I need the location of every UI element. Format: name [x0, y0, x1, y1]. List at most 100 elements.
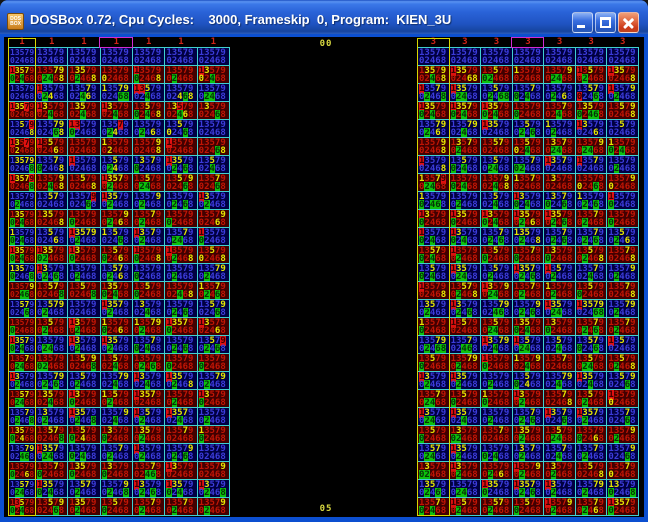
digit: 2 [424, 181, 430, 191]
digit: 0 [482, 163, 488, 173]
digit: 3 [424, 300, 430, 310]
digit: 8 [155, 397, 162, 407]
digit: 2 [74, 73, 81, 83]
digit: 2 [519, 343, 525, 353]
digit-line: 13579 [198, 192, 229, 202]
digit: 9 [598, 426, 604, 436]
digit-line: 13579 [198, 318, 229, 328]
cell: 13579 02468 [575, 246, 607, 263]
digit: 0 [513, 415, 520, 425]
title-bar[interactable]: DOS BOX DOSBox 0.72, Cpu Cycles: 3000, F… [0, 0, 648, 34]
digit-line: 02468 [37, 487, 67, 497]
cell: 13579 02468 [575, 84, 607, 101]
digit: 0 [450, 505, 456, 515]
digit: 3 [74, 246, 81, 256]
digit: 4 [112, 181, 118, 191]
digit-line: 02468 [102, 397, 132, 407]
digit: 3 [139, 102, 145, 112]
digit: 8 [91, 451, 97, 461]
cell: 13579 02468 [197, 84, 229, 101]
digit: 2 [613, 469, 620, 479]
digit-line: 13579 [10, 174, 35, 183]
cell: 13579 02468 [449, 84, 481, 101]
digit: 0 [545, 397, 551, 407]
digit: 3 [107, 246, 113, 256]
digit: 0 [198, 145, 205, 155]
digit: 4 [492, 253, 499, 263]
digit: 1 [10, 498, 15, 507]
digit: 2 [613, 415, 620, 425]
digit: 0 [482, 217, 488, 227]
digit: 2 [424, 415, 430, 425]
digit: 1 [101, 192, 108, 202]
digit: 0 [419, 253, 425, 263]
digit-line: 02468 [199, 452, 229, 461]
digit: 2 [613, 217, 620, 227]
digit: 7 [466, 498, 473, 508]
digit: 4 [112, 73, 118, 83]
digit: 2 [139, 217, 145, 227]
digit-line: 02468 [482, 56, 512, 65]
digit: 3 [171, 318, 178, 328]
digit: 5 [177, 462, 183, 472]
digit: 7 [498, 120, 504, 130]
dosbox-icon[interactable]: DOS BOX [7, 13, 24, 30]
digit: 3 [204, 120, 210, 130]
digit: 2 [550, 361, 557, 371]
digit: 7 [214, 318, 221, 328]
digit-line: 02468 [69, 182, 99, 191]
digit: 9 [58, 210, 65, 220]
digit-line: 13579 [514, 120, 544, 129]
digit-line: 13579 [134, 354, 164, 363]
digit: 3 [613, 138, 620, 148]
digit: 8 [220, 199, 226, 209]
digit: 3 [550, 300, 557, 310]
digit: 0 [134, 91, 140, 101]
digit: 0 [482, 379, 488, 389]
digit: 1 [198, 264, 205, 274]
digit: 8 [566, 487, 573, 497]
digit: 3 [582, 228, 588, 238]
digit: 8 [155, 235, 162, 245]
digit: 2 [455, 343, 462, 353]
cell: 13579 02468 [36, 318, 68, 335]
digit: 3 [107, 372, 113, 382]
digit: 9 [91, 264, 97, 274]
digit: 2 [107, 307, 113, 317]
digit: 3 [204, 354, 210, 364]
digit: 5 [19, 462, 25, 471]
digit: 3 [582, 84, 588, 94]
digit: 3 [74, 282, 81, 292]
digit: 1 [513, 408, 520, 418]
minimize-button[interactable] [572, 12, 593, 33]
cell: 13579 02468 [544, 318, 575, 335]
digit: 3 [171, 228, 178, 238]
digit: 9 [188, 120, 194, 130]
digit-line: 13579 [69, 192, 99, 202]
digit-line: 02468 [451, 415, 481, 425]
digit: 8 [220, 271, 226, 281]
digit: 1 [101, 246, 108, 256]
digit: 3 [519, 48, 525, 58]
maximize-button[interactable] [595, 12, 616, 33]
digit: 6 [182, 253, 189, 263]
digit: 7 [117, 66, 124, 76]
digit: 4 [524, 397, 530, 407]
digit-line: 02468 [102, 56, 132, 65]
cell: 13579 02468 [165, 354, 197, 371]
digit: 3 [487, 174, 493, 184]
digit: 5 [47, 156, 54, 166]
cell: 13579 02468 [575, 282, 607, 299]
digit: 7 [150, 408, 156, 418]
digit: 7 [498, 462, 504, 472]
digit: 1 [513, 318, 520, 328]
digit: 0 [198, 199, 205, 209]
close-button[interactable] [618, 12, 639, 33]
digit: 4 [177, 505, 183, 515]
digit: 7 [593, 426, 599, 436]
digit: 9 [58, 372, 65, 382]
digit: 7 [466, 138, 473, 148]
digit: 2 [204, 55, 210, 65]
digit: 0 [101, 379, 108, 389]
digit: 0 [101, 91, 108, 101]
